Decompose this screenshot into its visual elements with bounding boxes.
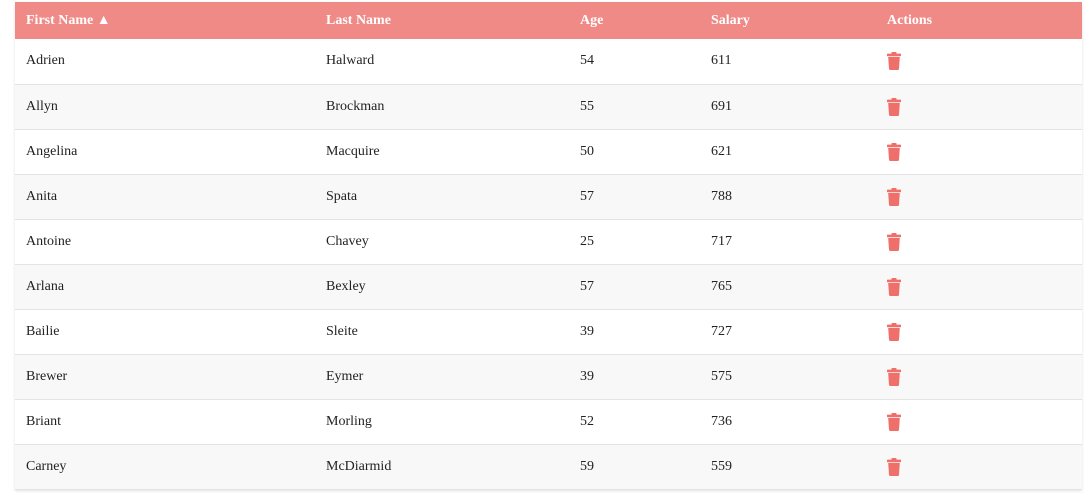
table-row: Antoine Chavey 25 717 [15, 219, 1082, 264]
cell-first-name: Adrien [26, 53, 65, 69]
cell-age: 55 [580, 98, 594, 114]
table-body: Adrien Halward 54 611 Allyn Brockman 55 … [15, 39, 1082, 489]
table-header-row: First Name ▲ Last Name Age Salary Action… [15, 2, 1082, 39]
cell-age: 59 [580, 458, 594, 474]
cell-first-name: Allyn [26, 98, 58, 114]
cell-first-name: Briant [26, 413, 61, 429]
cell-actions [876, 309, 1082, 354]
table-row: Angelina Macquire 50 621 [15, 129, 1082, 174]
cell-actions [876, 354, 1082, 399]
cell-last-name: Morling [326, 413, 372, 429]
column-header-last-name[interactable]: Last Name [326, 12, 391, 28]
cell-age: 39 [580, 368, 594, 384]
trash-icon[interactable] [887, 142, 901, 161]
cell-last-name: Brockman [326, 98, 385, 114]
cell-first-name: Antoine [26, 233, 72, 249]
table-row: Arlana Bexley 57 765 [15, 264, 1082, 309]
column-header-salary[interactable]: Salary [711, 12, 750, 28]
trash-icon[interactable] [887, 412, 901, 431]
cell-salary: 788 [711, 188, 732, 204]
cell-first-name: Arlana [26, 278, 65, 294]
cell-age: 39 [580, 323, 594, 339]
column-header-actions: Actions [887, 12, 933, 28]
data-table-container: First Name ▲ Last Name Age Salary Action… [15, 2, 1082, 490]
cell-salary: 621 [711, 143, 732, 159]
table-row: Brewer Eymer 39 575 [15, 354, 1082, 399]
cell-last-name: Macquire [326, 143, 380, 159]
cell-actions [876, 84, 1082, 129]
table-row: Bailie Sleite 39 727 [15, 309, 1082, 354]
cell-age: 54 [580, 53, 594, 69]
trash-icon[interactable] [887, 52, 901, 71]
cell-actions [876, 174, 1082, 219]
column-header-first-name[interactable]: First Name ▲ [26, 12, 111, 28]
cell-last-name: Sleite [326, 323, 358, 339]
cell-last-name: Eymer [326, 368, 364, 384]
cell-actions [876, 129, 1082, 174]
table-row: Carney McDiarmid 59 559 [15, 444, 1082, 489]
cell-salary: 765 [711, 278, 732, 294]
cell-salary: 575 [711, 368, 732, 384]
cell-salary: 727 [711, 323, 732, 339]
cell-actions [876, 444, 1082, 489]
cell-last-name: Bexley [326, 278, 366, 294]
cell-age: 57 [580, 188, 594, 204]
cell-salary: 691 [711, 98, 732, 114]
cell-age: 25 [580, 233, 594, 249]
cell-last-name: McDiarmid [326, 458, 392, 474]
cell-actions [876, 39, 1082, 84]
trash-icon[interactable] [887, 367, 901, 386]
table-row: Anita Spata 57 788 [15, 174, 1082, 219]
employee-table: First Name ▲ Last Name Age Salary Action… [15, 2, 1082, 490]
cell-age: 52 [580, 413, 594, 429]
trash-icon[interactable] [887, 232, 901, 251]
cell-actions [876, 264, 1082, 309]
table-row: Briant Morling 52 736 [15, 399, 1082, 444]
trash-icon[interactable] [887, 457, 901, 476]
table-row: Adrien Halward 54 611 [15, 39, 1082, 84]
table-row: Allyn Brockman 55 691 [15, 84, 1082, 129]
cell-age: 50 [580, 143, 594, 159]
cell-salary: 717 [711, 233, 732, 249]
cell-actions [876, 219, 1082, 264]
cell-actions [876, 399, 1082, 444]
cell-age: 57 [580, 278, 594, 294]
cell-salary: 611 [711, 53, 732, 69]
trash-icon[interactable] [887, 277, 901, 296]
cell-last-name: Halward [326, 53, 375, 69]
cell-last-name: Chavey [326, 233, 369, 249]
cell-first-name: Bailie [26, 323, 60, 339]
cell-last-name: Spata [326, 188, 358, 204]
cell-salary: 559 [711, 458, 732, 474]
cell-first-name: Anita [26, 188, 58, 204]
trash-icon[interactable] [887, 322, 901, 341]
trash-icon[interactable] [887, 187, 901, 206]
column-header-age[interactable]: Age [580, 12, 604, 28]
cell-first-name: Carney [26, 458, 67, 474]
cell-first-name: Brewer [26, 368, 68, 384]
trash-icon[interactable] [887, 97, 901, 116]
cell-first-name: Angelina [26, 143, 78, 159]
cell-salary: 736 [711, 413, 732, 429]
